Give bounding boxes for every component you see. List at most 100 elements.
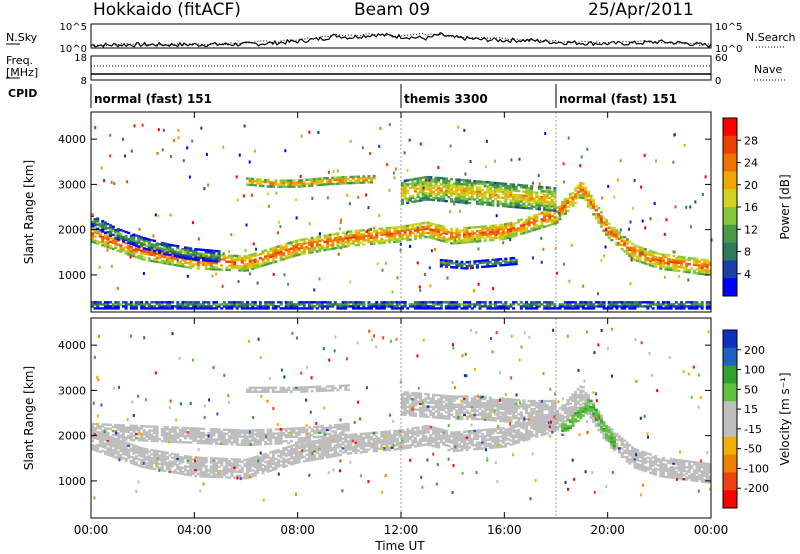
heatmap-cell bbox=[442, 191, 446, 194]
heatmap-cell bbox=[522, 206, 526, 210]
heatmap-cell bbox=[134, 455, 138, 458]
heatmap-cell bbox=[548, 192, 552, 196]
heatmap-cell bbox=[651, 258, 655, 262]
heatmap-cell bbox=[633, 244, 637, 247]
heatmap-cell bbox=[189, 459, 193, 463]
heatmap-cell bbox=[251, 307, 255, 310]
heatmap-cell bbox=[372, 448, 376, 451]
heatmap-cell bbox=[597, 207, 601, 210]
heatmap-cell bbox=[478, 305, 482, 308]
heatmap-cell bbox=[432, 436, 435, 440]
heatmap-cell bbox=[113, 182, 116, 185]
heatmap-cell bbox=[277, 463, 280, 466]
heatmap-cell bbox=[271, 305, 275, 308]
heatmap-cell bbox=[292, 448, 296, 451]
heatmap-cell bbox=[199, 248, 203, 251]
heatmap-cell bbox=[395, 437, 399, 441]
heatmap-cell bbox=[160, 249, 164, 253]
heatmap-cell bbox=[649, 262, 652, 265]
heatmap-cell bbox=[119, 248, 123, 251]
heatmap-cell bbox=[506, 195, 510, 198]
heatmap-cell bbox=[429, 434, 433, 437]
heatmap-cell bbox=[165, 301, 169, 304]
heatmap-cell bbox=[300, 238, 304, 242]
heatmap-cell bbox=[450, 233, 454, 237]
heatmap-cell bbox=[395, 230, 399, 233]
heatmap-cell bbox=[509, 443, 513, 446]
heatmap-cell bbox=[460, 239, 464, 242]
heatmap-cell bbox=[530, 207, 534, 210]
heatmap-cell bbox=[173, 463, 177, 466]
heatmap-cell bbox=[253, 266, 257, 270]
heatmap-cell bbox=[475, 266, 479, 269]
heatmap-cell bbox=[127, 448, 131, 451]
heatmap-cell bbox=[357, 179, 361, 182]
heatmap-cell bbox=[109, 236, 113, 240]
heatmap-cell bbox=[261, 307, 265, 310]
heatmap-cell bbox=[256, 178, 260, 181]
heatmap-cell bbox=[127, 303, 131, 306]
heatmap-cell bbox=[134, 457, 138, 460]
heatmap-cell bbox=[308, 222, 311, 226]
heatmap-cell bbox=[287, 307, 291, 310]
heatmap-cell bbox=[643, 252, 647, 255]
heatmap-cell bbox=[401, 225, 404, 228]
heatmap-cell bbox=[326, 234, 330, 237]
heatmap-cell bbox=[212, 465, 216, 468]
heatmap-cell bbox=[264, 178, 268, 182]
heatmap-cell bbox=[519, 186, 523, 189]
heatmap-cell bbox=[643, 260, 647, 263]
heatmap-cell bbox=[171, 263, 175, 266]
heatmap-cell bbox=[124, 449, 128, 453]
heatmap-cell bbox=[494, 258, 497, 261]
heatmap-cell bbox=[488, 237, 492, 240]
heatmap-cell bbox=[434, 229, 438, 233]
heatmap-cell bbox=[271, 181, 275, 184]
heatmap-cell bbox=[122, 305, 125, 308]
heatmap-cell bbox=[256, 281, 259, 285]
heatmap-cell bbox=[667, 307, 671, 310]
heatmap-cell bbox=[532, 224, 536, 227]
heatmap-cell bbox=[243, 269, 247, 272]
heatmap-cell bbox=[421, 439, 425, 443]
heatmap-cell bbox=[209, 469, 213, 472]
heatmap-cell bbox=[442, 435, 446, 438]
heatmap-cell bbox=[486, 265, 490, 268]
heatmap-cell bbox=[403, 227, 407, 230]
heatmap-cell bbox=[305, 443, 309, 446]
heatmap-cell bbox=[302, 240, 306, 243]
heatmap-cell bbox=[266, 305, 270, 308]
heatmap-cell bbox=[537, 303, 541, 306]
heatmap-cell bbox=[339, 240, 342, 243]
heatmap-cell bbox=[452, 184, 456, 187]
heatmap-cell bbox=[256, 457, 260, 460]
heatmap-cell bbox=[522, 423, 526, 426]
heatmap-cell bbox=[488, 201, 492, 205]
heatmap-cell bbox=[129, 254, 133, 257]
heatmap-cell bbox=[326, 445, 330, 449]
heatmap-cell bbox=[664, 307, 668, 310]
heatmap-cell bbox=[550, 428, 554, 432]
heatmap-cell bbox=[199, 254, 203, 257]
heatmap-cell bbox=[455, 178, 459, 181]
heatmap-cell bbox=[359, 229, 363, 232]
heatmap-cell bbox=[129, 307, 133, 310]
heatmap-cell bbox=[354, 433, 358, 436]
heatmap-cell bbox=[455, 242, 459, 245]
heatmap-cell bbox=[333, 176, 337, 179]
freq-ytick-top: 18 bbox=[74, 53, 87, 64]
heatmap-cell bbox=[253, 180, 257, 183]
heatmap-cell bbox=[457, 197, 461, 200]
heatmap-cell bbox=[535, 199, 539, 203]
heatmap-cell bbox=[287, 256, 291, 259]
heatmap-cell bbox=[287, 303, 291, 306]
heatmap-cell bbox=[393, 438, 397, 441]
heatmap-cell bbox=[202, 473, 206, 476]
heatmap-cell bbox=[426, 431, 430, 434]
heatmap-cell bbox=[302, 246, 306, 249]
heatmap-cell bbox=[630, 242, 634, 246]
heatmap-cell bbox=[171, 255, 175, 258]
heatmap-cell bbox=[349, 238, 353, 241]
heatmap-cell bbox=[468, 181, 472, 184]
heatmap-cell bbox=[339, 449, 342, 453]
